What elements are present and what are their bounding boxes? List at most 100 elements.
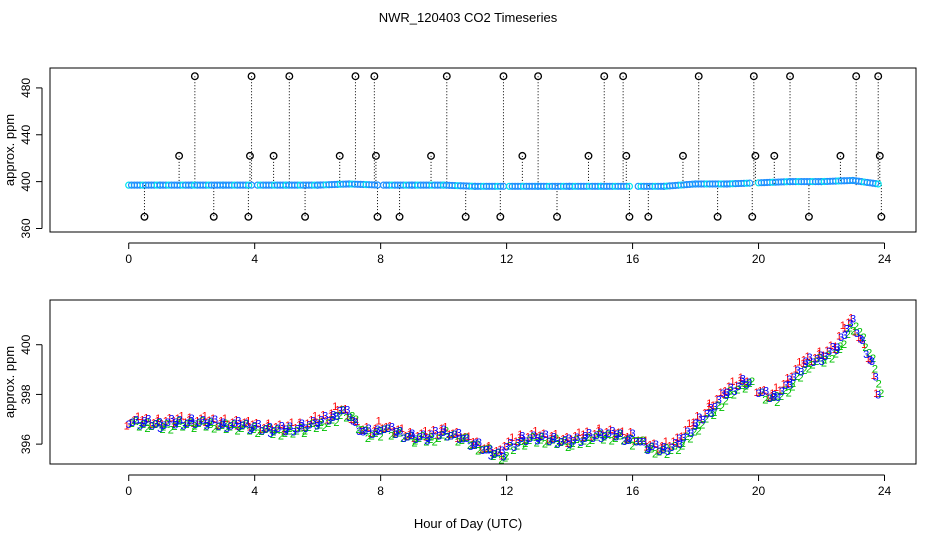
bottom-series-3-point: 3 (597, 427, 603, 439)
top-flagged-point (770, 151, 779, 160)
bottom-series-1-point: 1 (313, 417, 319, 429)
bottom-series-2-point: 2 (355, 424, 361, 436)
bottom-series-1-point: 1 (596, 423, 602, 435)
bottom-series-3-point: 3 (692, 421, 698, 433)
bottom-x-tick-label: 24 (878, 484, 892, 498)
bottom-series-2-point: 2 (847, 322, 853, 334)
top-y-axis-label: approx. ppm (2, 114, 17, 186)
bottom-series-3-point: 3 (578, 437, 584, 449)
bottom-series-1-point: 1 (643, 442, 649, 454)
bottom-series-3-point: 3 (802, 359, 808, 371)
bottom-series-3-point: 3 (153, 419, 159, 431)
bottom-series-3-point: 3 (672, 437, 678, 449)
bottom-series-1-point: 1 (722, 386, 728, 398)
top-flagged-point (852, 72, 861, 81)
bottom-y-axis-label: approx. ppm (2, 346, 17, 418)
bottom-series-3-point: 3 (488, 450, 494, 462)
bottom-series-2-point: 2 (474, 439, 480, 451)
bottom-series-1-point: 1 (698, 413, 704, 425)
bottom-series-3-point: 3 (582, 433, 588, 445)
bottom-series-2-point: 2 (691, 427, 697, 439)
bottom-series-1-point: 1 (485, 443, 491, 455)
bottom-series-2-point: 2 (561, 435, 567, 447)
bottom-series-1-point: 1 (222, 413, 228, 425)
bottom-series-1-point: 1 (171, 416, 177, 428)
bottom-series-1-point: 1 (706, 401, 712, 413)
bottom-series-3-point: 3 (413, 434, 419, 446)
bottom-series-3-point: 3 (441, 424, 447, 436)
bottom-series-2-point: 2 (518, 436, 524, 448)
top-flagged-point (246, 151, 254, 160)
bottom-series-2-point: 2 (526, 435, 532, 447)
top-flagged-point (694, 72, 703, 81)
bottom-series-3-point: 3 (574, 432, 580, 444)
bottom-series-2-point: 2 (801, 365, 807, 377)
bottom-series-3-point: 3 (417, 432, 423, 444)
bottom-series-1-point: 1 (423, 432, 429, 444)
bottom-series-2-point: 2 (601, 432, 607, 444)
bottom-series-2-point: 2 (381, 424, 387, 436)
bottom-panel: 1111111111111111111111111111111111111111… (2, 299, 917, 498)
bottom-series-1-point: 1 (350, 416, 356, 428)
top-flagged-point (751, 151, 760, 160)
bottom-series-2-point: 2 (491, 449, 497, 461)
bottom-series-3-point: 3 (810, 357, 816, 369)
bottom-series-3-point: 3 (550, 434, 556, 446)
bottom-series-2-point: 2 (565, 442, 571, 454)
bottom-series-2-point: 2 (132, 416, 138, 428)
bottom-series-3-point: 3 (393, 427, 399, 439)
bottom-series-3-point: 3 (626, 433, 632, 445)
top-x-tick-label: 12 (500, 252, 514, 266)
bottom-series-3-point: 3 (755, 388, 761, 400)
bottom-series-3-point: 3 (263, 424, 269, 436)
top-baseline-point (743, 179, 751, 187)
bottom-series-1-point: 1 (580, 432, 586, 444)
bottom-series-1-point: 1 (521, 435, 527, 447)
top-flagged-point (335, 151, 344, 160)
bottom-series-2-point: 2 (278, 430, 284, 442)
bottom-series-3-point: 3 (231, 418, 237, 430)
bottom-series-3-point: 3 (189, 413, 195, 425)
bottom-series-2-point: 2 (176, 416, 182, 428)
bottom-series-1-point: 1 (202, 417, 208, 429)
bottom-series-3-point: 3 (165, 417, 171, 429)
bottom-series-2-point: 2 (160, 422, 166, 434)
bottom-series-2-point: 2 (231, 419, 237, 431)
bottom-series-3-point: 3 (863, 349, 869, 361)
bottom-series-2-point: 2 (498, 454, 504, 466)
bottom-series-3-point: 3 (161, 420, 167, 432)
bottom-series-2-point: 2 (404, 432, 410, 444)
bottom-series-2-point: 2 (850, 326, 856, 338)
top-flagged-point (625, 212, 634, 221)
bottom-series-1-point: 1 (777, 385, 783, 397)
bottom-series-2-point: 2 (372, 428, 378, 440)
bottom-series-1-point: 1 (478, 444, 484, 456)
bottom-series-3-point: 3 (771, 392, 777, 404)
bottom-series-3-point: 3 (787, 379, 793, 391)
top-flagged-point (553, 212, 561, 221)
bottom-series-2-point: 2 (747, 378, 753, 390)
bottom-series-2-point: 2 (668, 445, 674, 457)
bottom-series-3-point: 3 (822, 351, 828, 363)
top-flagged-point (190, 72, 199, 81)
top-flagged-point (877, 212, 886, 221)
bottom-series-3-point: 3 (657, 446, 663, 458)
bottom-series-1-point: 1 (517, 432, 523, 444)
bottom-series-3-point: 3 (712, 401, 718, 413)
top-flagged-point (518, 151, 527, 160)
bottom-series-3-point: 3 (847, 318, 853, 330)
bottom-series-3-point: 3 (310, 416, 316, 428)
bottom-series-2-point: 2 (813, 356, 819, 368)
bottom-series-3-point: 3 (340, 405, 346, 417)
bottom-series-2-point: 2 (152, 419, 158, 431)
bottom-series-3-point: 3 (405, 432, 411, 444)
bottom-series-1-point: 1 (194, 416, 200, 428)
bottom-series-3-point: 3 (157, 417, 163, 429)
bottom-series-2-point: 2 (798, 372, 804, 384)
bottom-series-3-point: 3 (306, 419, 312, 431)
bottom-series-1-point: 1 (549, 430, 555, 442)
bottom-series-1-point: 1 (490, 447, 496, 459)
bottom-series-1-point: 1 (364, 422, 370, 434)
bottom-series-1-point: 1 (281, 423, 287, 435)
bottom-series-1-point: 1 (265, 418, 271, 430)
